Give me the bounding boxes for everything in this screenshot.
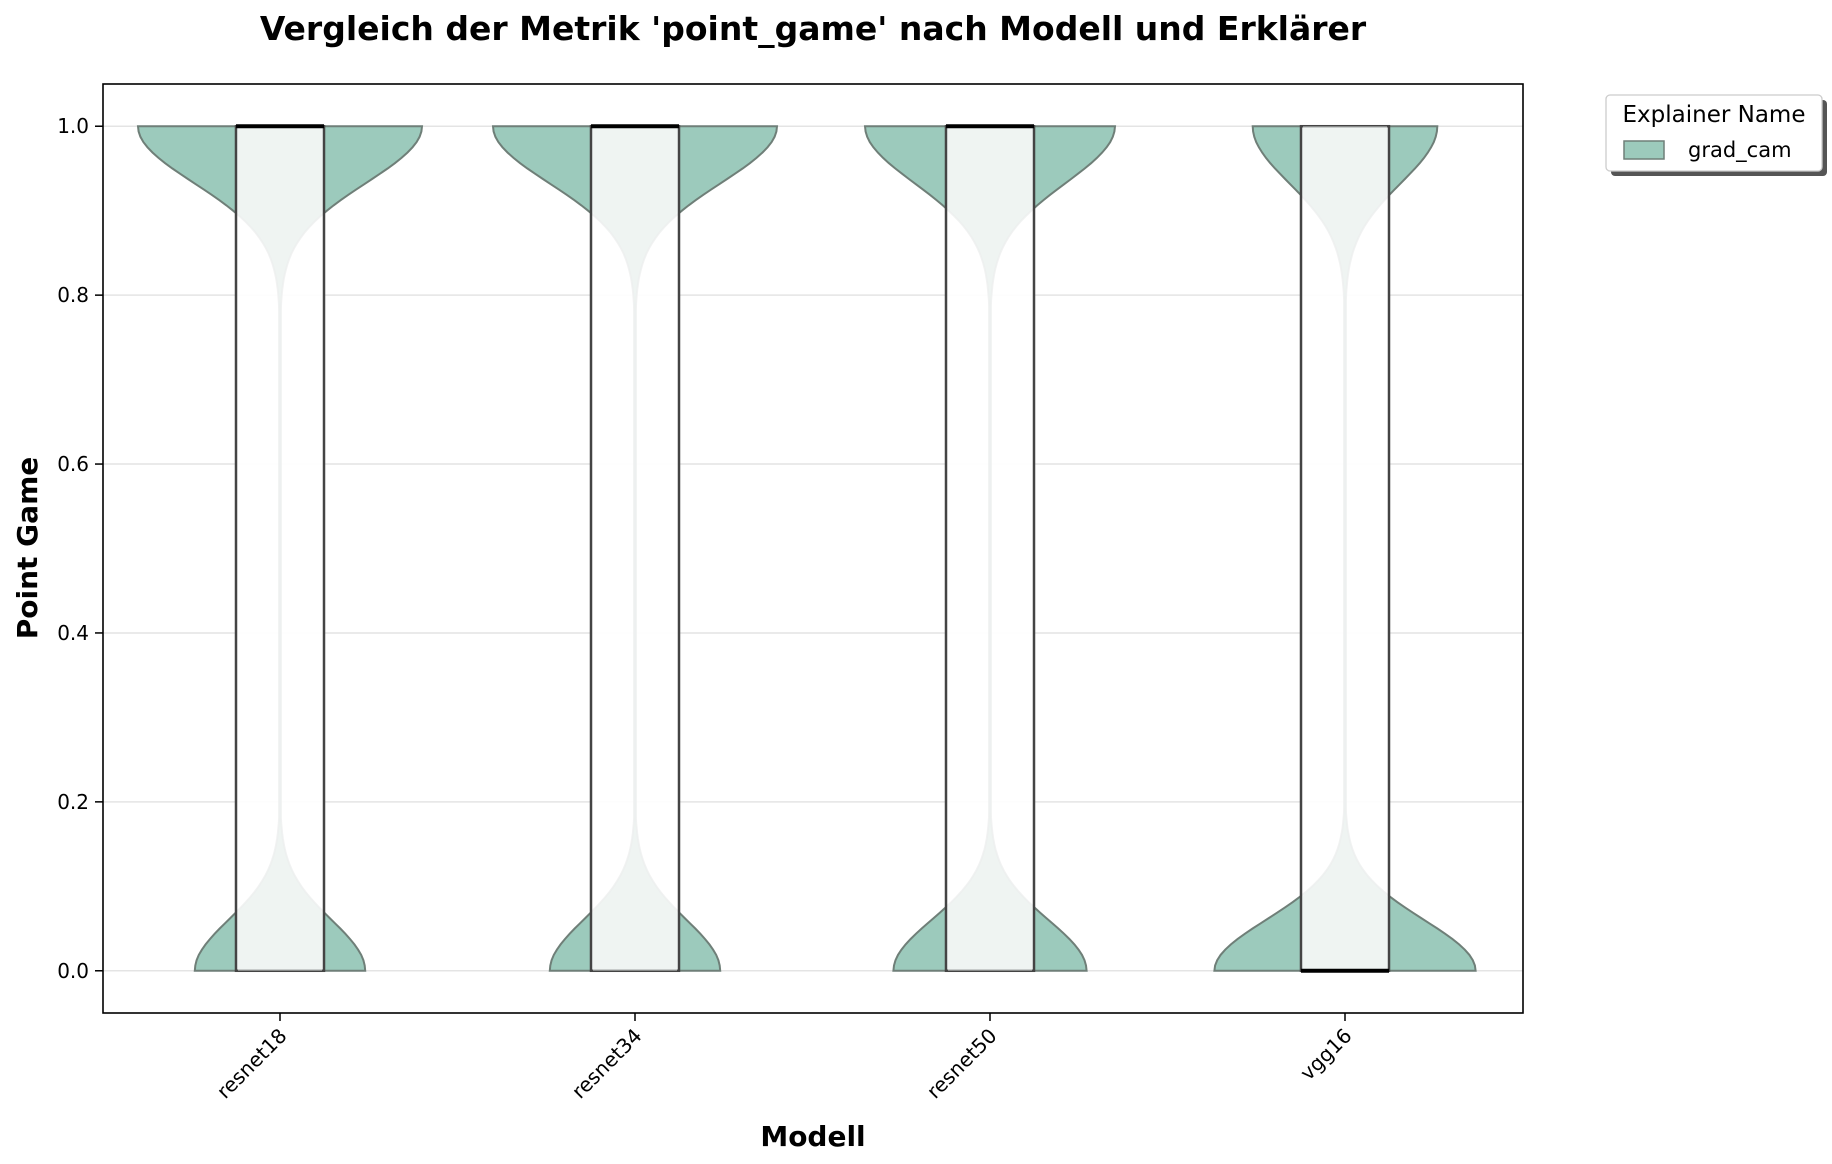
y-tick-label: 0.6 <box>57 452 89 476</box>
y-tick-label: 0.2 <box>57 790 89 814</box>
chart-title: Vergleich der Metrik 'point_game' nach M… <box>260 9 1367 48</box>
legend-label-grad-cam: grad_cam <box>1688 138 1792 163</box>
y-tick-label: 0.8 <box>57 283 89 307</box>
violin-vgg16 <box>1213 124 1477 973</box>
y-axis-label: Point Game <box>11 457 44 639</box>
plot-area-frame <box>102 83 1524 1014</box>
x-axis-label: Modell <box>760 1120 865 1153</box>
violin-inner-density <box>593 126 677 971</box>
violin-resnet50 <box>863 124 1117 973</box>
y-tick-label: 0.0 <box>57 959 89 983</box>
y-axis-ticks: 0.0 0.2 0.4 0.6 0.8 1.0 <box>57 114 103 983</box>
legend-swatch-grad-cam <box>1623 140 1665 160</box>
legend-title: Explainer Name <box>1623 102 1806 128</box>
y-tick-label: 0.4 <box>57 621 89 645</box>
violin-inner-density <box>948 126 1032 971</box>
violins <box>136 124 1477 973</box>
violin-resnet34 <box>491 124 779 973</box>
violin-inner-density <box>238 126 322 971</box>
violin-resnet18 <box>136 124 424 973</box>
y-tick-label: 1.0 <box>57 114 89 138</box>
legend: Explainer Name grad_cam <box>1605 94 1827 176</box>
violin-inner-density <box>1303 126 1387 971</box>
